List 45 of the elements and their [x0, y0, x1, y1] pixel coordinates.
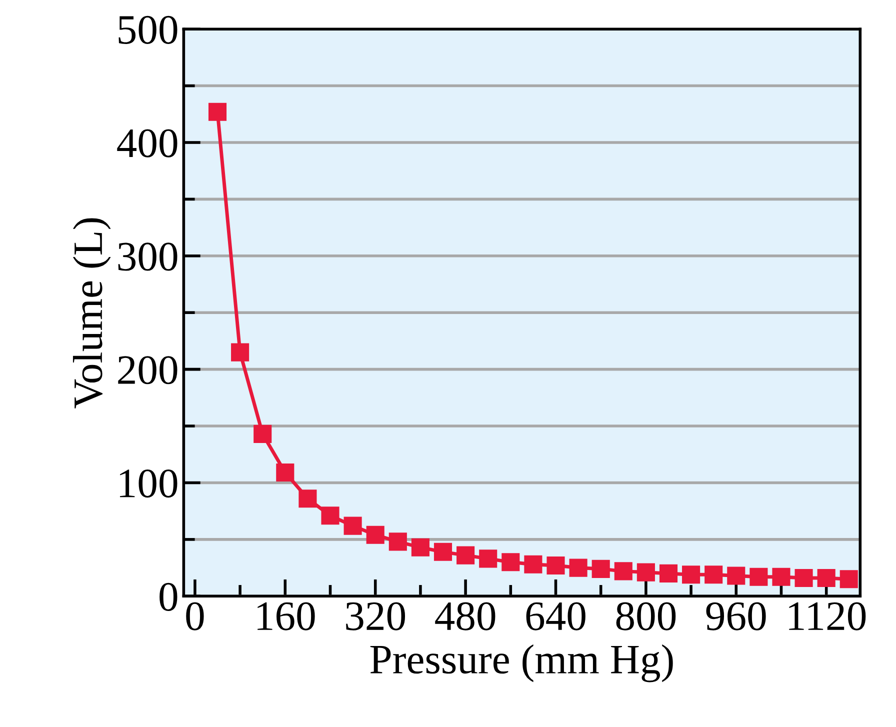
point — [636, 563, 655, 582]
point — [524, 555, 542, 574]
point — [479, 550, 498, 568]
point — [569, 558, 588, 577]
x-tick-label: 480 — [435, 602, 496, 630]
y-tick-label: 400 — [117, 129, 178, 158]
x-tick-label: 160 — [258, 602, 315, 630]
point — [704, 566, 723, 584]
point — [750, 568, 768, 586]
y-tick-label: 500 — [118, 16, 178, 44]
x-tick-label: 800 — [616, 602, 676, 630]
x-axis-title: Pressure (mm Hg) — [370, 644, 673, 682]
x-tick-label: 640 — [526, 602, 586, 630]
point — [456, 546, 475, 564]
point — [388, 532, 407, 551]
point — [298, 490, 317, 508]
point — [682, 566, 700, 584]
y-axis-title: Volume (L) — [72, 218, 111, 408]
y-tick-label: 200 — [118, 356, 178, 384]
point — [614, 562, 632, 580]
point — [344, 516, 362, 535]
point — [434, 542, 452, 561]
x-tick-label: 0 — [186, 602, 204, 630]
point — [840, 570, 858, 588]
point — [546, 556, 565, 575]
x-tick-label: 1120 — [789, 602, 866, 630]
point — [794, 568, 813, 588]
y-tick-label: 100 — [120, 469, 178, 498]
point — [231, 343, 250, 362]
point — [727, 566, 746, 585]
x-tick-label: 960 — [706, 602, 766, 630]
point — [411, 538, 430, 556]
y-tick-label: 0 — [160, 582, 178, 612]
point — [208, 102, 227, 121]
point — [592, 560, 610, 578]
y-tick-label: 300 — [118, 242, 178, 271]
point — [321, 506, 340, 525]
point — [502, 553, 520, 572]
x-tick-label: 320 — [346, 602, 406, 630]
point — [276, 463, 294, 482]
point — [366, 526, 384, 544]
point — [772, 568, 790, 586]
point — [254, 424, 272, 443]
point — [659, 564, 678, 582]
point — [817, 568, 836, 588]
